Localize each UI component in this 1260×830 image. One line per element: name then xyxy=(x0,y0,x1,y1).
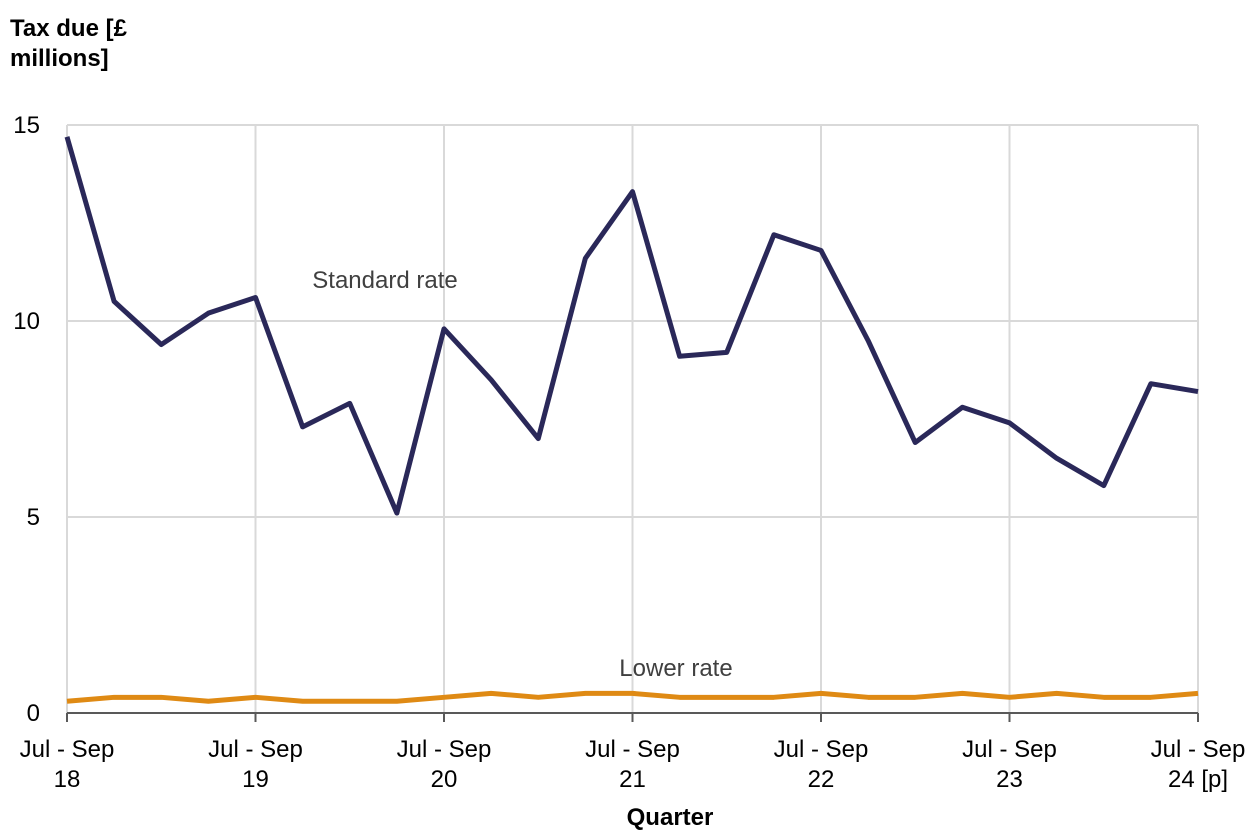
y-tick-label: 15 xyxy=(13,112,40,139)
x-tick-label: Jul - Sep 20 xyxy=(396,736,492,793)
x-axis-title: Quarter xyxy=(626,804,714,830)
series-line xyxy=(64,136,1199,516)
y-tick-label: 5 xyxy=(27,504,40,531)
x-tick-label: Jul - Sep 22 xyxy=(773,736,869,793)
series-label: Standard rate xyxy=(312,267,457,294)
x-tick-label: Jul - Sep 21 xyxy=(585,736,680,793)
y-tick-label: 10 xyxy=(13,308,40,335)
x-tick-label: Jul - Sep 18 xyxy=(19,736,115,793)
x-tick-label: Jul - Sep 23 xyxy=(962,736,1057,793)
y-axis-title: Tax due [£ millions] xyxy=(10,15,127,72)
series-line xyxy=(66,690,1199,704)
series-label: Lower rate xyxy=(619,655,732,682)
x-tick-label: Jul - Sep 24 [p] xyxy=(1150,736,1246,793)
y-tick-label: 0 xyxy=(27,700,40,727)
x-tick-label: Jul - Sep 19 xyxy=(208,736,303,793)
